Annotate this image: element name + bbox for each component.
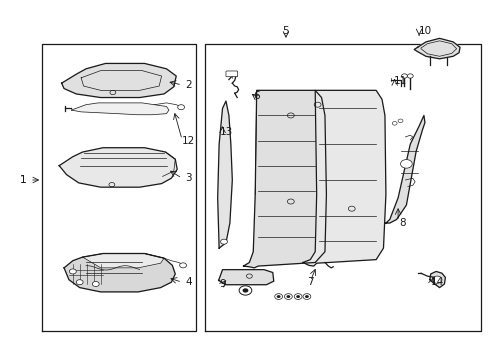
Polygon shape: [303, 90, 385, 266]
Polygon shape: [243, 90, 326, 268]
Text: 11: 11: [393, 76, 407, 86]
Circle shape: [220, 239, 227, 244]
Text: 6: 6: [253, 91, 260, 101]
Circle shape: [397, 119, 402, 123]
Circle shape: [391, 122, 396, 125]
Circle shape: [274, 294, 282, 300]
Text: 1: 1: [20, 175, 26, 185]
Circle shape: [242, 288, 248, 293]
Circle shape: [294, 294, 302, 300]
Text: 4: 4: [185, 277, 191, 287]
Text: 7: 7: [306, 277, 313, 287]
Circle shape: [69, 269, 76, 274]
Text: 1: 1: [20, 175, 26, 185]
Text: 8: 8: [399, 218, 406, 228]
Text: 2: 2: [185, 80, 191, 90]
Polygon shape: [82, 253, 163, 268]
Text: 10: 10: [418, 26, 430, 36]
Text: 12: 12: [182, 136, 195, 145]
Polygon shape: [59, 148, 177, 187]
Circle shape: [179, 263, 186, 268]
Circle shape: [239, 286, 251, 295]
Text: 5: 5: [282, 26, 289, 36]
Text: 13: 13: [219, 127, 232, 136]
Circle shape: [76, 280, 83, 285]
Polygon shape: [413, 39, 459, 59]
Circle shape: [276, 295, 280, 298]
Polygon shape: [218, 270, 273, 285]
Text: 14: 14: [429, 277, 443, 287]
Circle shape: [177, 105, 184, 110]
Circle shape: [296, 295, 300, 298]
Polygon shape: [217, 101, 232, 248]
Circle shape: [305, 295, 308, 298]
Circle shape: [400, 159, 411, 168]
Circle shape: [303, 294, 310, 300]
Circle shape: [407, 74, 412, 78]
Polygon shape: [61, 63, 176, 98]
Circle shape: [286, 295, 290, 298]
Polygon shape: [385, 116, 424, 223]
Polygon shape: [64, 253, 175, 292]
Circle shape: [431, 276, 441, 283]
Text: 3: 3: [185, 173, 191, 183]
Circle shape: [284, 294, 292, 300]
Circle shape: [92, 282, 99, 287]
Text: 9: 9: [219, 279, 225, 289]
Polygon shape: [429, 271, 445, 288]
Polygon shape: [71, 103, 168, 115]
Circle shape: [401, 74, 407, 78]
FancyBboxPatch shape: [225, 71, 237, 77]
